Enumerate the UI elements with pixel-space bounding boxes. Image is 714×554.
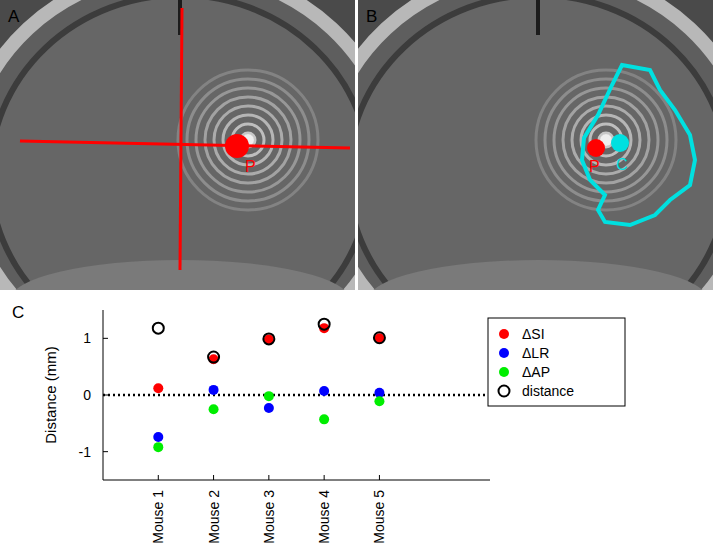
- x-tick-label: Mouse 2: [206, 490, 222, 544]
- data-point: [374, 332, 385, 343]
- figure: PAPCBCDistance (mm)-101Mouse 1Mouse 2Mou…: [0, 0, 714, 554]
- bright-ring: [536, 70, 676, 210]
- data-point: [264, 403, 274, 413]
- y-tick: [103, 338, 108, 339]
- legend-label: ΔAP: [522, 364, 550, 380]
- bright-ring: [187, 79, 309, 201]
- bright-ring: [214, 106, 282, 174]
- data-point: [319, 386, 329, 396]
- lower-structure: [368, 260, 708, 290]
- point-dot: [587, 139, 605, 157]
- legend: ΔSI ΔLR ΔAP distance: [488, 318, 625, 406]
- y-tick-label: 0: [83, 387, 91, 403]
- brain: [0, 0, 355, 290]
- plot-area: [103, 319, 490, 452]
- data-point: [153, 432, 163, 442]
- bright-ring: [196, 88, 300, 192]
- data-point: [319, 414, 329, 424]
- x-tick-label: Mouse 1: [150, 490, 166, 544]
- data-point: [263, 333, 274, 344]
- point-label: C: [616, 156, 628, 173]
- y-tick-label: -1: [79, 444, 92, 460]
- legend-marker: [499, 386, 510, 397]
- y-tick-label: 1: [83, 330, 91, 346]
- data-point: [153, 442, 163, 452]
- data-point: [319, 319, 330, 330]
- reference-line: [103, 394, 490, 397]
- crosshair-vertical: [180, 8, 182, 270]
- legend-marker: [499, 348, 509, 358]
- skull: [358, 0, 713, 290]
- x-tick-label: Mouse 4: [316, 490, 332, 544]
- point-dot: [611, 134, 629, 152]
- point-label: P: [245, 158, 256, 175]
- data-point: [153, 383, 163, 393]
- legend-label: ΔSI: [522, 326, 545, 342]
- data-point: [209, 404, 219, 414]
- panel-label: A: [8, 7, 20, 26]
- bright-ring: [178, 70, 318, 210]
- bright-ring: [205, 97, 291, 183]
- region-outline: [582, 65, 695, 225]
- data-point: [153, 323, 164, 334]
- panel-label: B: [366, 7, 377, 26]
- brain: [358, 0, 713, 290]
- skull: [0, 0, 355, 290]
- image-panel: [0, 0, 355, 290]
- legend-label: distance: [522, 383, 574, 399]
- legend-label: ΔLR: [522, 345, 549, 361]
- axis-title: Distance (mm): [42, 346, 59, 444]
- point-dot: [225, 134, 249, 158]
- bright-ring: [554, 88, 658, 192]
- y-tick: [103, 451, 108, 452]
- legend-box: [488, 318, 625, 406]
- legend-marker: [499, 329, 509, 339]
- x-tick: [268, 475, 269, 480]
- x-tick: [158, 475, 159, 480]
- x-axis: [103, 480, 490, 481]
- data-point: [264, 391, 274, 401]
- data-point: [208, 352, 219, 363]
- panel-label: C: [12, 303, 24, 322]
- x-tick: [324, 475, 325, 480]
- crosshair-horizontal: [20, 141, 350, 148]
- x-tick: [379, 475, 380, 480]
- midline: [536, 0, 540, 35]
- point-label: P: [589, 158, 600, 175]
- data-point: [374, 396, 384, 406]
- bright-ring: [563, 97, 649, 183]
- legend-marker: [499, 367, 509, 377]
- x-tick-label: Mouse 5: [371, 490, 387, 544]
- image-panel: [358, 0, 713, 290]
- data-point: [209, 385, 219, 395]
- x-tick-label: Mouse 3: [261, 490, 277, 544]
- x-tick: [213, 475, 214, 480]
